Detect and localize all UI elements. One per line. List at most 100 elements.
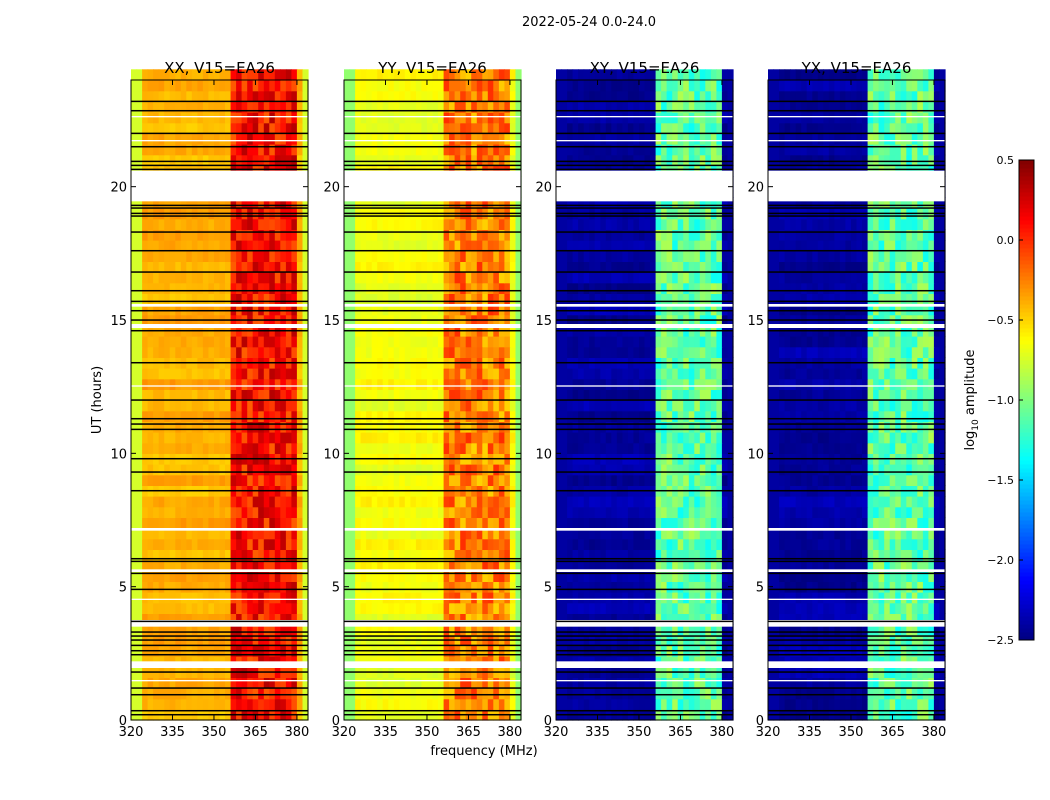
heatmap-cell xyxy=(443,688,450,700)
heatmap-cell xyxy=(399,570,406,582)
heatmap-cell xyxy=(355,69,362,81)
heatmap-cell xyxy=(460,581,467,593)
heatmap-cell xyxy=(241,421,248,433)
heatmap-cell xyxy=(460,528,467,540)
heatmap-cell xyxy=(476,144,483,156)
heatmap-cell xyxy=(476,464,483,476)
heatmap-cell xyxy=(247,90,254,102)
heatmap-cell xyxy=(404,538,411,550)
flagged-band xyxy=(131,620,308,627)
heatmap-cell xyxy=(377,69,384,81)
heatmap-cell xyxy=(410,432,417,444)
heatmap-cell xyxy=(633,517,640,529)
heatmap-cell xyxy=(236,613,243,625)
heatmap-cell xyxy=(388,698,395,710)
heatmap-cell xyxy=(241,261,248,273)
heatmap-cell xyxy=(230,421,237,433)
heatmap-cell xyxy=(291,688,298,700)
heatmap-cell xyxy=(460,602,467,614)
heatmap-cell xyxy=(650,688,657,700)
heatmap-cell xyxy=(230,293,237,305)
flagged-band xyxy=(131,598,308,600)
heatmap-cell xyxy=(493,101,500,113)
heatmap-cell xyxy=(504,304,511,316)
heatmap-cell xyxy=(377,592,384,604)
heatmap-cell xyxy=(515,336,522,348)
heatmap-cell xyxy=(136,218,143,230)
heatmap-cell xyxy=(355,144,362,156)
heatmap-cell xyxy=(600,538,607,550)
heatmap-cell xyxy=(131,80,138,92)
heatmap-cell xyxy=(388,122,395,134)
y-tick-label: 10 xyxy=(323,447,340,462)
dropout-line xyxy=(131,457,308,460)
heatmap-cell xyxy=(186,272,193,284)
heatmap-cell xyxy=(600,474,607,486)
heatmap-cell xyxy=(449,698,456,710)
heatmap-cell xyxy=(616,570,623,582)
heatmap-cell xyxy=(186,602,193,614)
flagged-band xyxy=(131,170,308,202)
heatmap-cell xyxy=(449,688,456,700)
heatmap-cell xyxy=(360,410,367,422)
heatmap-cell xyxy=(202,549,209,561)
heatmap-cell xyxy=(263,122,270,134)
heatmap-cell xyxy=(432,101,439,113)
heatmap-cell xyxy=(230,197,237,209)
heatmap-cell xyxy=(509,549,516,561)
heatmap-cell xyxy=(639,538,646,550)
dropout-line xyxy=(131,319,308,321)
heatmap-cell xyxy=(360,378,367,390)
heatmap-cell xyxy=(504,570,511,582)
heatmap-cell xyxy=(633,496,640,508)
heatmap-cell xyxy=(388,80,395,92)
heatmap-cell xyxy=(716,421,723,433)
heatmap-cell xyxy=(225,698,232,710)
heatmap-cell xyxy=(449,592,456,604)
heatmap-cell xyxy=(589,677,596,689)
heatmap-cell xyxy=(399,517,406,529)
heatmap-cell xyxy=(302,421,309,433)
heatmap-cell xyxy=(438,581,445,593)
heatmap-cell xyxy=(349,112,356,124)
heatmap-cell xyxy=(349,272,356,284)
heatmap-cell xyxy=(393,389,400,401)
heatmap-cell xyxy=(236,336,243,348)
heatmap-cell xyxy=(302,698,309,710)
flagged-band xyxy=(131,661,308,668)
heatmap-cell xyxy=(158,549,165,561)
heatmap-cell xyxy=(482,517,489,529)
heatmap-cell xyxy=(482,197,489,209)
heatmap-cell xyxy=(421,389,428,401)
heatmap-cell xyxy=(214,282,221,294)
heatmap-cell xyxy=(415,538,422,550)
heatmap-cell xyxy=(225,432,232,444)
heatmap-cell xyxy=(594,688,601,700)
heatmap-cell xyxy=(280,218,287,230)
heatmap-cell xyxy=(438,122,445,134)
heatmap-cell xyxy=(404,218,411,230)
heatmap-cell xyxy=(710,442,717,454)
heatmap-cell xyxy=(561,581,568,593)
heatmap-cell xyxy=(164,389,171,401)
heatmap-cell xyxy=(147,112,154,124)
heatmap-cell xyxy=(493,112,500,124)
heatmap-cell xyxy=(666,677,673,689)
heatmap-cell xyxy=(302,688,309,700)
heatmap-cell xyxy=(410,698,417,710)
heatmap-cell xyxy=(482,69,489,81)
dropout-line xyxy=(344,289,521,292)
heatmap-cell xyxy=(258,368,265,380)
heatmap-cell xyxy=(677,624,684,636)
heatmap-cell xyxy=(410,154,417,166)
heatmap-cell xyxy=(180,581,187,593)
heatmap-cell xyxy=(727,688,734,700)
heatmap-cell xyxy=(509,602,516,614)
heatmap-cell xyxy=(258,474,265,486)
heatmap-cell xyxy=(504,592,511,604)
heatmap-cell xyxy=(399,154,406,166)
heatmap-cell xyxy=(202,496,209,508)
heatmap-cell xyxy=(225,346,232,358)
heatmap-cell xyxy=(360,581,367,593)
heatmap-cell xyxy=(164,506,171,518)
